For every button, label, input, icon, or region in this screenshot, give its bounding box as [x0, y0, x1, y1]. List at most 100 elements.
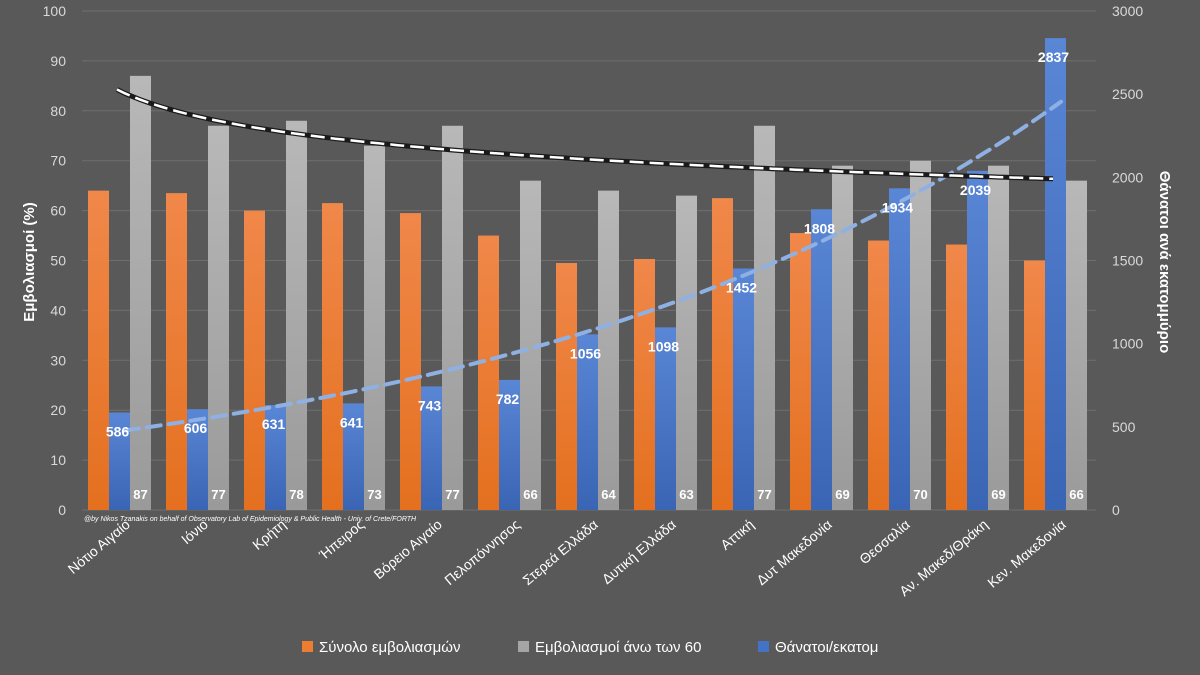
y-right-tick-label: 1000 [1112, 336, 1143, 352]
x-tick-label: Πελοπόννησος [441, 516, 523, 588]
y-right-tick-label: 500 [1112, 419, 1136, 435]
data-label-deaths-per-million: 1056 [570, 345, 601, 361]
legend-label: Θάνατοι/εκατομ [775, 639, 878, 656]
data-label-vaccination-over-60: 77 [211, 487, 225, 502]
y-right-tick-label: 1500 [1112, 253, 1143, 269]
x-tick-label: Νότιο Αιγαίο [65, 516, 133, 577]
bar-deaths-per-million [265, 405, 286, 510]
y-right-tick-label: 0 [1112, 502, 1120, 518]
x-tick-label: Βόρειο Αιγαίο [370, 516, 445, 582]
y-left-tick-label: 100 [43, 3, 67, 19]
bar-deaths-per-million [811, 209, 832, 510]
y-left-tick-label: 90 [50, 53, 66, 69]
y-left-tick-label: 10 [50, 452, 66, 468]
bar-total-vaccination [244, 210, 265, 510]
data-label-vaccination-over-60: 78 [289, 487, 303, 502]
data-label-vaccination-over-60: 69 [991, 487, 1005, 502]
data-label-vaccination-over-60: 77 [757, 487, 771, 502]
y-left-tick-label: 30 [50, 352, 66, 368]
x-tick-label: Θεσσαλία [856, 516, 913, 567]
y-left-tick-label: 50 [50, 253, 66, 269]
bar-deaths-per-million [655, 327, 676, 510]
bar-deaths-per-million [421, 386, 442, 510]
trendline-deaths [123, 99, 1063, 433]
y-right-tick-label: 3000 [1112, 3, 1143, 19]
data-label-vaccination-over-60: 77 [445, 487, 459, 502]
bar-vaccination-over-60 [598, 190, 619, 510]
legend-swatch [302, 641, 313, 652]
y-left-tick-label: 80 [50, 103, 66, 119]
bars [88, 38, 1087, 511]
data-label-deaths-per-million: 606 [184, 420, 208, 436]
y-right-tick-label: 2500 [1112, 86, 1143, 102]
data-label-deaths-per-million: 641 [340, 414, 364, 430]
bar-total-vaccination [712, 198, 733, 510]
data-labels: 87 77 78 73 77 66 64 63 77 69 70 69 66 586 606 631 641 74… [106, 49, 1084, 502]
data-label-deaths-per-million: 631 [262, 416, 286, 432]
bar-total-vaccination [868, 240, 889, 511]
bar-deaths-per-million [187, 409, 208, 510]
bar-vaccination-over-60 [1066, 180, 1087, 510]
data-label-vaccination-over-60: 70 [913, 487, 927, 502]
bar-vaccination-over-60 [910, 160, 931, 510]
legend-swatch [518, 641, 529, 652]
y-right-axis-title: Θάνατοι ανά εκατομμύριο [1156, 171, 1173, 354]
data-label-deaths-per-million: 1808 [804, 220, 835, 236]
bar-deaths-per-million [343, 403, 364, 510]
data-label-deaths-per-million: 2039 [960, 182, 991, 198]
bar-vaccination-over-60 [130, 75, 151, 511]
credit-note: @by Nikos Tzanakis on behalf of Observat… [84, 516, 417, 523]
data-label-vaccination-over-60: 66 [1069, 487, 1083, 502]
bar-deaths-per-million [499, 379, 520, 510]
legend-swatch [758, 641, 769, 652]
bar-vaccination-over-60 [442, 125, 463, 511]
bar-total-vaccination [634, 259, 655, 510]
y-left-tick-label: 0 [58, 502, 66, 518]
data-label-deaths-per-million: 586 [106, 424, 130, 440]
bar-deaths-per-million [577, 334, 598, 510]
bar-total-vaccination [556, 262, 577, 510]
data-label-vaccination-over-60: 66 [523, 487, 537, 502]
data-label-deaths-per-million: 1452 [726, 279, 757, 295]
bar-deaths-per-million [109, 412, 130, 510]
bar-vaccination-over-60 [364, 145, 385, 511]
data-label-deaths-per-million: 2837 [1038, 49, 1069, 65]
bar-vaccination-over-60 [832, 165, 853, 510]
bar-total-vaccination [478, 235, 499, 511]
bar-vaccination-over-60 [286, 120, 307, 510]
bar-total-vaccination [1024, 260, 1045, 510]
y-right-tick-label: 2000 [1112, 169, 1143, 185]
bar-deaths-per-million [967, 170, 988, 511]
bar-total-vaccination [88, 190, 109, 510]
y-left-tick-label: 60 [50, 203, 66, 219]
bar-vaccination-over-60 [208, 125, 229, 511]
x-tick-label: Στερεά Ελλάδα [519, 516, 601, 588]
bar-deaths-per-million [733, 268, 754, 510]
bar-vaccination-over-60 [676, 195, 697, 510]
data-label-vaccination-over-60: 87 [133, 487, 147, 502]
bar-vaccination-over-60 [988, 165, 1009, 510]
y-left-tick-label: 20 [50, 402, 66, 418]
bar-total-vaccination [400, 213, 421, 510]
trendline-vaccination-over-60 [116, 88, 1054, 181]
bar-deaths-per-million [1045, 38, 1066, 510]
legend-label: Σύνολο εμβολιασμών [319, 639, 460, 656]
data-label-deaths-per-million: 782 [496, 391, 520, 407]
y-left-axis-title: Εμβολιασμοί (%) [21, 202, 38, 322]
bar-total-vaccination [166, 193, 187, 510]
bar-total-vaccination [322, 203, 343, 511]
bar-vaccination-over-60 [520, 180, 541, 510]
bar-total-vaccination [946, 244, 967, 511]
data-label-vaccination-over-60: 63 [679, 487, 693, 502]
bar-total-vaccination [790, 233, 811, 510]
y-left-tick-label: 40 [50, 302, 66, 318]
bar-deaths-per-million [889, 188, 910, 510]
data-label-deaths-per-million: 743 [418, 397, 442, 413]
x-tick-label: Κεν. Μακεδονία [984, 516, 1069, 591]
x-tick-label: Αττική [717, 516, 757, 553]
legend-label: Εμβολιασμοί άνω των 60 [535, 639, 701, 656]
data-label-deaths-per-million: 1934 [882, 199, 913, 215]
y-left-tick-label: 70 [50, 153, 66, 169]
